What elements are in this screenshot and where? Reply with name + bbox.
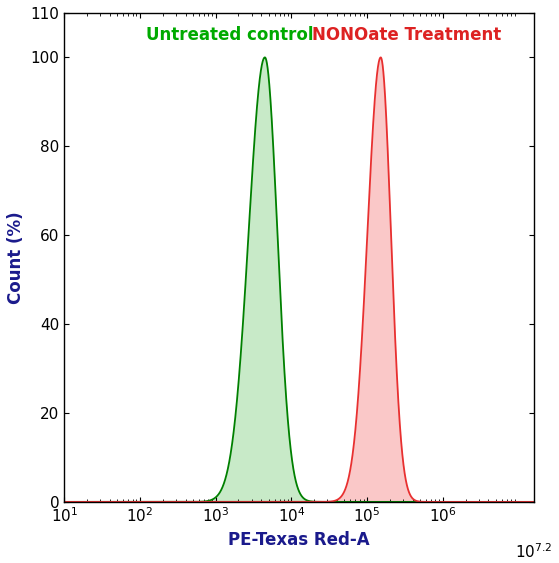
Y-axis label: Count (%): Count (%) xyxy=(7,211,25,303)
Text: NONOate Treatment: NONOate Treatment xyxy=(312,26,501,44)
X-axis label: PE-Texas Red-A: PE-Texas Red-A xyxy=(228,531,369,549)
Text: Untreated control: Untreated control xyxy=(145,26,313,44)
Text: $10^{7.2}$: $10^{7.2}$ xyxy=(515,542,552,561)
